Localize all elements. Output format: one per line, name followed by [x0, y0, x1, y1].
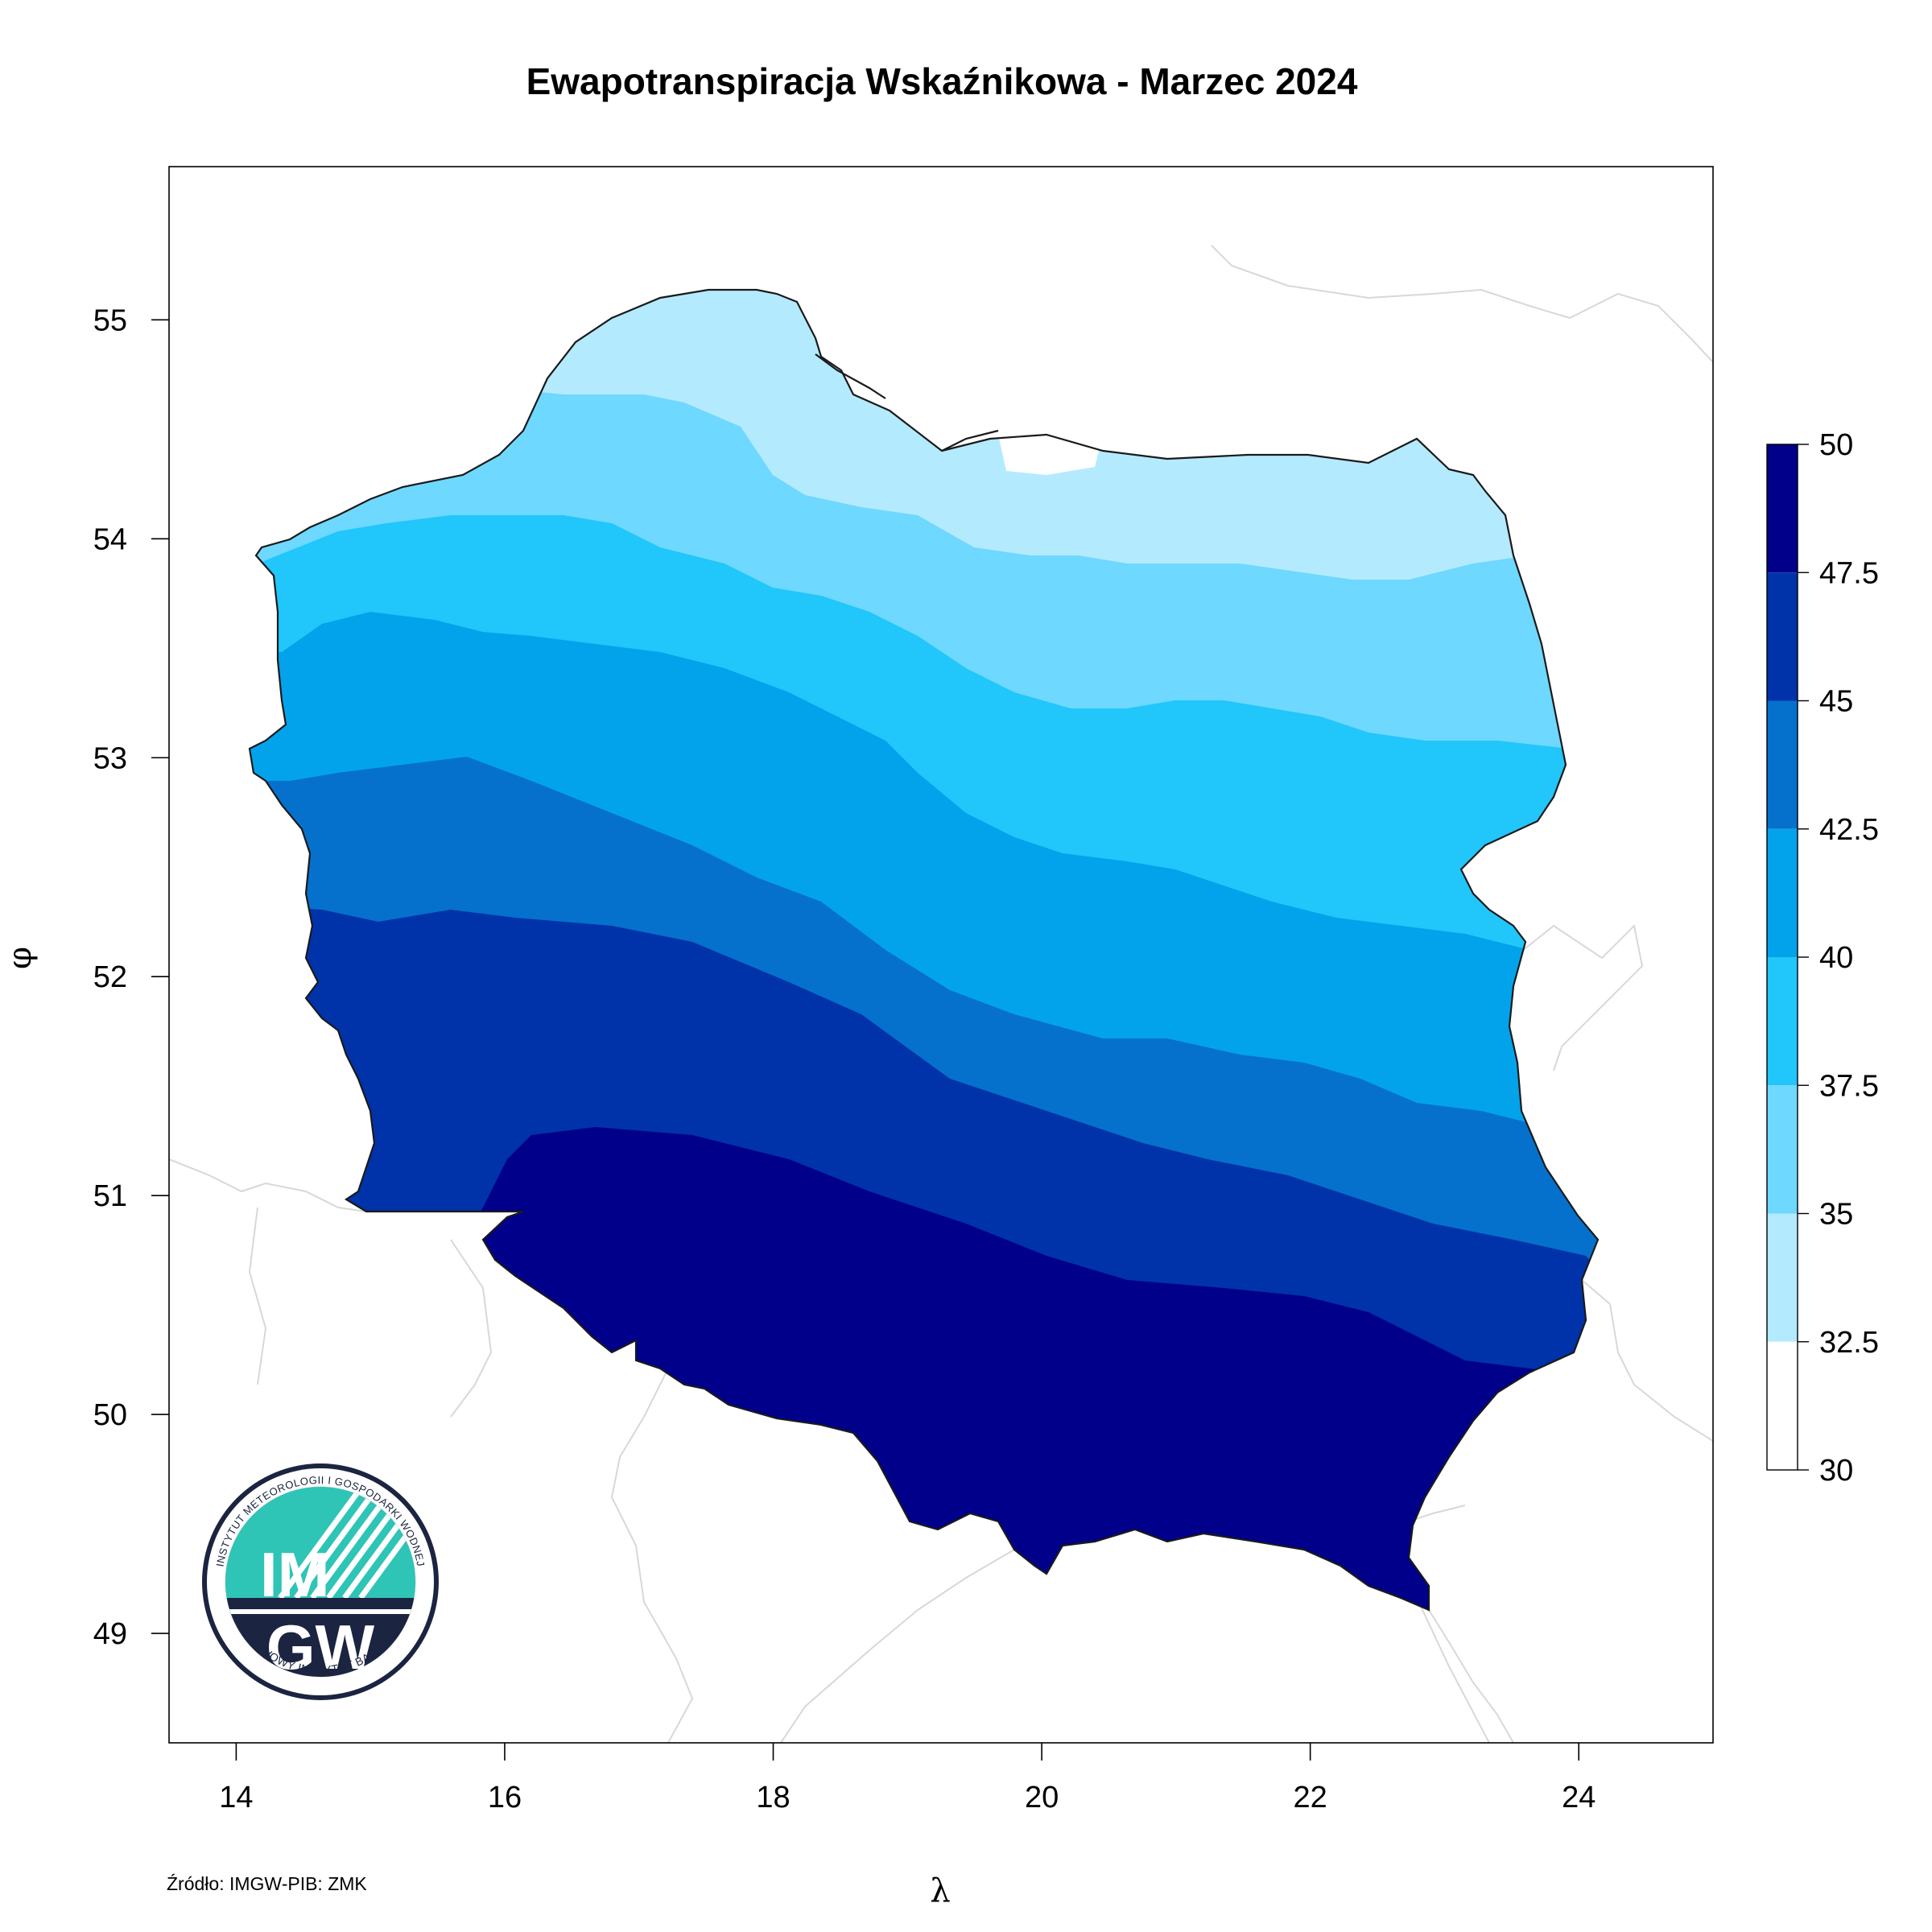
- plot-frame: [168, 166, 1714, 1744]
- legend: 50 47.5 45 42.5 40 37.5 35 32.5 30: [1766, 428, 1879, 1488]
- x-tick-label: 14: [219, 1781, 253, 1814]
- coast-details: [815, 353, 999, 452]
- y-axis-symbol: φ: [2, 947, 39, 969]
- y-tick-label: 52: [93, 960, 127, 994]
- legend-label: 42.5: [1819, 813, 1879, 847]
- legend-label: 30: [1819, 1454, 1853, 1488]
- legend-swatch: [1767, 444, 1798, 573]
- neighbour-borders: [169, 245, 1713, 1743]
- x-tick-label: 20: [1025, 1781, 1059, 1814]
- legend-swatch: [1767, 957, 1798, 1086]
- legend-label: 50: [1819, 428, 1853, 462]
- legend-label: 32.5: [1819, 1326, 1879, 1360]
- x-tick-label: 18: [756, 1781, 790, 1814]
- legend-label: 45: [1819, 685, 1853, 719]
- legend-swatch: [1767, 700, 1798, 829]
- y-axis: 49 50 51 52 53 54 55: [93, 303, 169, 1651]
- y-tick-label: 49: [93, 1617, 127, 1651]
- legend-swatch: [1767, 1341, 1798, 1470]
- zone-30-32-5: [998, 427, 1103, 475]
- legend-swatch: [1767, 1085, 1798, 1214]
- logo-im-text: IM: [260, 1539, 330, 1610]
- logo-gw-text: GW: [266, 1612, 375, 1682]
- legend-swatch: [1767, 828, 1798, 957]
- y-tick-label: 54: [93, 522, 127, 556]
- map-title: Ewapotranspiracja Wskaźnikowa - Marzec 2…: [526, 60, 1358, 102]
- x-tick-label: 22: [1294, 1781, 1327, 1814]
- legend-label: 37.5: [1819, 1069, 1879, 1103]
- source-note: Źródło: IMGW-PIB: ZMK: [167, 1873, 367, 1894]
- legend-label: 47.5: [1819, 556, 1879, 590]
- x-tick-label: 24: [1562, 1781, 1596, 1814]
- y-tick-label: 53: [93, 741, 127, 775]
- legend-swatch: [1767, 572, 1798, 701]
- legend-swatch: [1767, 1213, 1798, 1342]
- legend-label: 40: [1819, 941, 1853, 975]
- x-tick-label: 16: [488, 1781, 522, 1814]
- y-tick-label: 55: [93, 303, 127, 337]
- imgw-logo: IM GW INSTYTUT METEOROLOGII I GOSPODARKI…: [202, 1463, 439, 1700]
- legend-label: 35: [1819, 1198, 1853, 1232]
- x-axis-symbol: λ: [930, 1872, 950, 1909]
- x-axis: 14 16 18 20 22 24: [219, 1743, 1596, 1814]
- et0-zones: [250, 290, 1598, 1610]
- y-tick-label: 50: [93, 1398, 127, 1432]
- y-tick-label: 51: [93, 1179, 127, 1213]
